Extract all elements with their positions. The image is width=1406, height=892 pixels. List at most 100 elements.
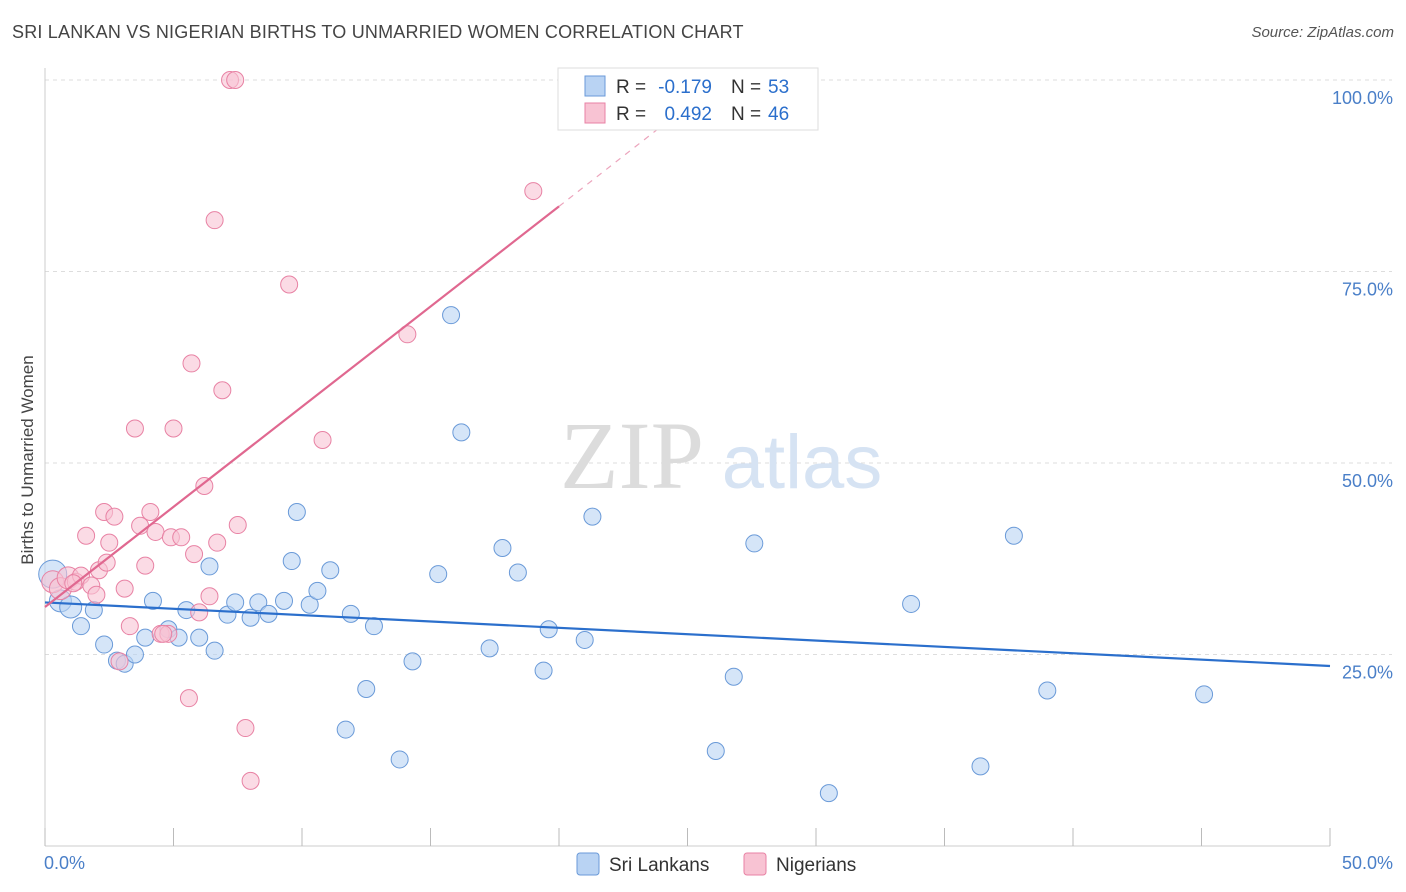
nigerian-point — [136, 556, 155, 575]
sri-lankan-point — [364, 617, 383, 636]
sri-lankan-point — [200, 557, 219, 576]
nigerian-point — [213, 381, 232, 400]
y-tick-label: 50.0% — [1342, 471, 1393, 491]
sri-lankan-point — [143, 591, 162, 610]
nigerian-point — [205, 211, 224, 230]
sri-lankan-point — [190, 628, 209, 647]
sri-lankan-point — [724, 667, 743, 686]
chart-source: Source: ZipAtlas.com — [1251, 24, 1394, 41]
sri-lankan-point — [971, 757, 990, 776]
r-label: R = — [616, 104, 646, 125]
nigerian-point — [125, 419, 144, 438]
nigerian-point — [195, 476, 214, 495]
nigerian-point — [87, 585, 106, 604]
legend-swatch — [743, 852, 767, 876]
sri-lankan-point — [341, 604, 360, 623]
nigerian-point — [172, 528, 191, 547]
sri-lankan-point — [282, 552, 301, 571]
nigerian-point — [236, 719, 255, 738]
sri-lankan-point — [534, 661, 553, 680]
sri-lankan-point — [902, 594, 921, 613]
nigerian-point — [190, 603, 209, 622]
y-tick-label: 25.0% — [1342, 663, 1393, 683]
sri-lankan-point — [575, 630, 594, 649]
nigerian-point — [141, 503, 160, 522]
sri-lankan-point — [275, 591, 294, 610]
n-label: N = — [731, 77, 761, 98]
sri-lankan-point — [59, 595, 83, 619]
sri-lankan-point — [71, 617, 90, 636]
sri-lankan-point — [429, 565, 448, 584]
nigerian-trend-extension — [558, 125, 663, 207]
sri-lankan-point — [480, 639, 499, 658]
sri-lankan-point — [136, 628, 155, 647]
n-value: 53 — [768, 77, 789, 98]
sri-lankan-point — [125, 645, 144, 664]
nigerian-trend-line — [44, 205, 560, 608]
trend-layer — [44, 125, 1331, 668]
sri-lankan-point — [706, 742, 725, 761]
r-value: 0.492 — [664, 104, 712, 125]
sri-lankan-point — [249, 593, 268, 612]
nigerian-point — [97, 553, 116, 572]
sri-lankan-point — [819, 784, 838, 803]
sri-lankan-point — [442, 306, 461, 325]
stats-legend-swatch — [584, 102, 606, 124]
bottom-legend: Sri Lankans Nigerians — [576, 852, 856, 876]
n-value: 46 — [768, 104, 789, 125]
nigerian-point — [179, 689, 198, 708]
nigerian-point — [164, 419, 183, 438]
sri-lankan-point — [493, 539, 512, 558]
watermark-atlas: atlas — [722, 420, 883, 505]
nigerian-point — [115, 579, 134, 598]
sri-lankan-point — [508, 563, 527, 582]
nigerian-point — [77, 526, 96, 545]
sri-lankan-trend-line — [44, 601, 1331, 668]
sri-lankan-point — [539, 620, 558, 639]
r-label: R = — [616, 77, 646, 98]
chart-title: SRI LANKAN VS NIGERIAN BIRTHS TO UNMARRI… — [12, 22, 744, 42]
nigerian-point — [280, 275, 299, 294]
stats-legend-swatch — [584, 75, 606, 97]
r-value: -0.179 — [658, 77, 712, 98]
stats-legend: R = -0.179 N = 53 R = 0.492 N = 46 — [557, 67, 819, 131]
sri-lankan-point — [357, 679, 376, 698]
nigerian-point — [313, 431, 332, 450]
nigerian-point — [200, 587, 219, 606]
sri-lankan-point — [308, 581, 327, 600]
nigerian-point — [226, 71, 245, 89]
sri-lankan-point — [226, 593, 245, 612]
sri-lankan-point — [1004, 526, 1023, 545]
sri-lankan-point — [745, 534, 764, 553]
nigerian-point — [241, 771, 260, 790]
nigerian-point — [105, 507, 124, 526]
legend-label: Nigerians — [776, 855, 856, 876]
sri-lankan-point — [321, 561, 340, 580]
sri-lankan-point — [95, 635, 114, 654]
x-tick-label: 50.0% — [1342, 853, 1393, 873]
watermark: ZIP atlas — [560, 402, 882, 509]
points-layer — [38, 71, 1214, 803]
legend-swatch — [576, 852, 600, 876]
y-tick-label: 75.0% — [1342, 280, 1393, 300]
x-tick-label: 0.0% — [44, 853, 85, 873]
nigerian-point — [524, 182, 543, 201]
y-tick-label: 100.0% — [1332, 88, 1393, 108]
n-label: N = — [731, 104, 761, 125]
legend-label: Sri Lankans — [609, 855, 709, 876]
sri-lankan-point — [287, 503, 306, 522]
nigerian-point — [228, 516, 247, 535]
sri-lankan-point — [583, 507, 602, 526]
sri-lankan-point — [452, 423, 471, 442]
nigerian-point — [110, 652, 129, 671]
nigerian-point — [182, 354, 201, 373]
grid-layer — [45, 79, 1392, 655]
sri-lankan-point — [336, 720, 355, 739]
sri-lankan-point — [403, 652, 422, 671]
sri-lankan-point — [205, 641, 224, 660]
sri-lankan-point — [300, 595, 319, 614]
sri-lankan-point — [1195, 685, 1214, 704]
nigerian-point — [185, 545, 204, 564]
sri-lankan-point — [1038, 681, 1057, 700]
